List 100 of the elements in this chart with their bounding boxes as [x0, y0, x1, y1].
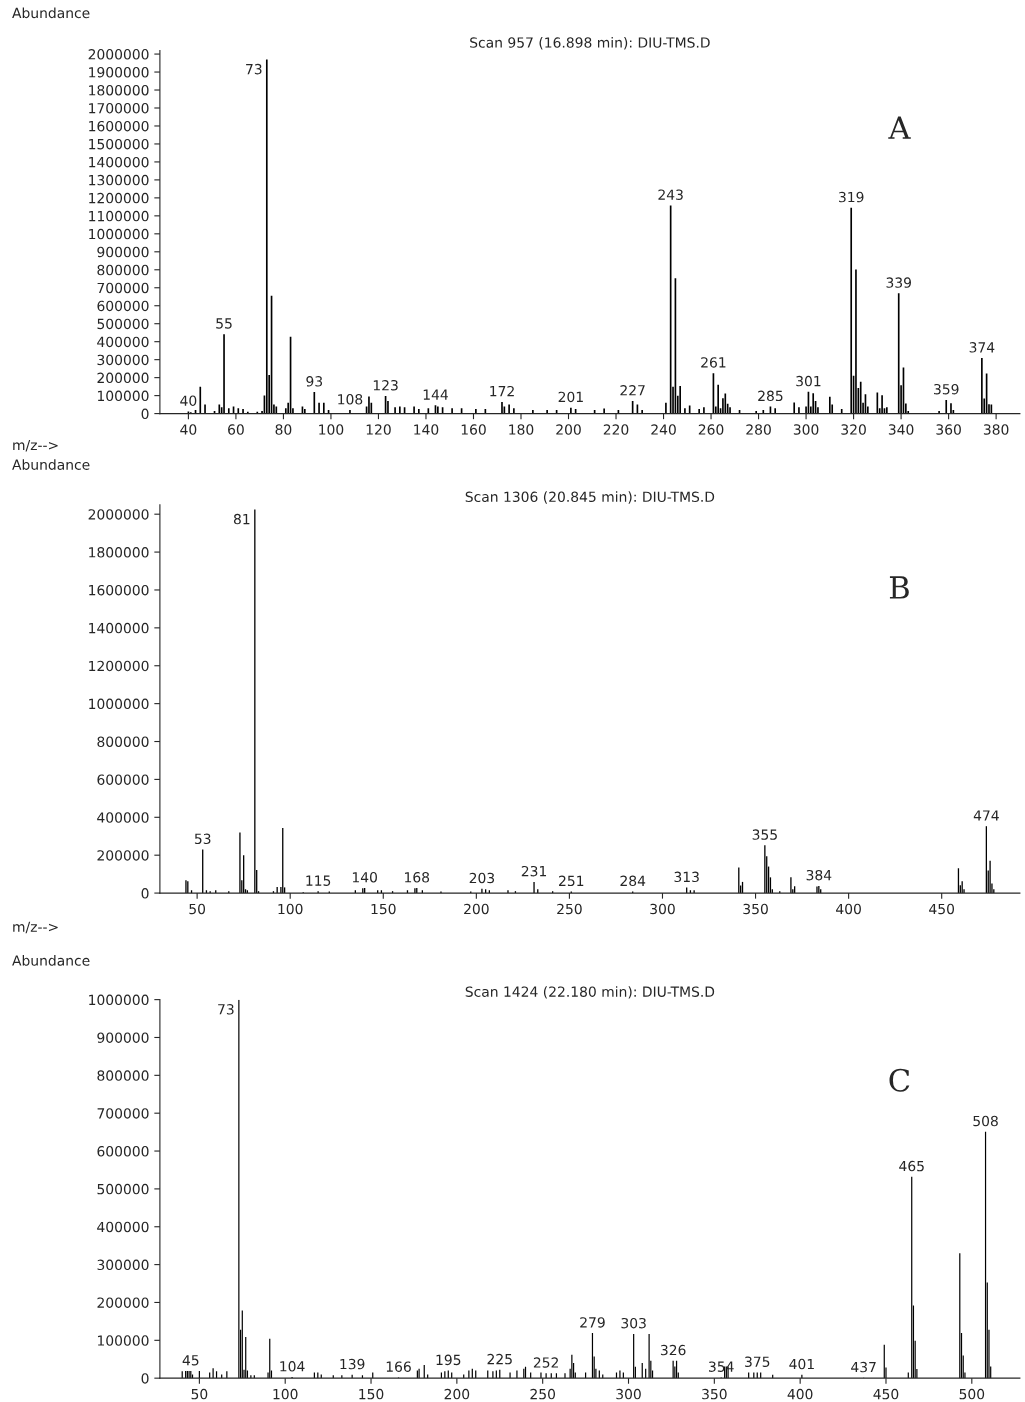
- x-tick-label: 300: [793, 424, 819, 435]
- y-axis-title: Abundance: [12, 459, 90, 470]
- y-tick-label: 1100000: [89, 210, 149, 222]
- y-tick-label: 0: [141, 888, 149, 899]
- y-tick-label: 600000: [97, 300, 149, 312]
- x-tick-label: 200: [556, 424, 581, 435]
- x-tick-label: 500: [959, 1388, 985, 1400]
- y-tick-label: 2000000: [88, 49, 149, 60]
- y-tick-label: 1000000: [89, 994, 149, 1006]
- y-tick-label: 1300000: [89, 174, 149, 186]
- annotation: 227: [620, 385, 645, 396]
- annotation: 251: [559, 875, 584, 887]
- annotation: 384: [806, 869, 832, 881]
- annotation: B: [889, 576, 909, 599]
- annotation: 93: [306, 376, 323, 387]
- annotation: 279: [580, 1317, 605, 1328]
- y-tick-label: 0: [141, 1373, 149, 1384]
- x-tick-label: 380: [983, 424, 1009, 435]
- y-axis-title: Abundance: [12, 955, 90, 966]
- annotation: 319: [839, 191, 864, 203]
- y-tick-label: 2000000: [88, 509, 149, 520]
- y-tick-label: 200000: [97, 372, 149, 384]
- x-tick-label: 150: [359, 1388, 384, 1400]
- y-tick-label: 1900000: [89, 67, 149, 78]
- annotation: 303: [621, 1317, 646, 1329]
- x-tick-label: 350: [743, 903, 768, 915]
- y-tick-label: 300000: [97, 354, 149, 366]
- y-tick-label: 500000: [97, 318, 149, 330]
- annotation: 359: [934, 383, 959, 395]
- x-tick-label: 450: [873, 1388, 899, 1400]
- x-tick-label: 450: [929, 903, 955, 915]
- annotation: 354: [709, 1361, 734, 1372]
- annotation: 339: [886, 277, 911, 288]
- annotation: 474: [973, 810, 999, 821]
- y-axis-title: Abundance: [12, 7, 90, 19]
- annotation: 326: [660, 1344, 686, 1356]
- annotation: 355: [752, 829, 777, 840]
- y-tick-label: 700000: [97, 1108, 149, 1119]
- annotation: 313: [674, 871, 699, 883]
- annotation: 261: [701, 357, 726, 368]
- annotation: 465: [899, 1160, 924, 1172]
- x-tick-label: 340: [888, 424, 914, 435]
- annotation: 508: [973, 1115, 998, 1127]
- annotation: 53: [194, 833, 211, 845]
- x-tick-label: 50: [191, 1388, 208, 1400]
- x-tick-label: 250: [530, 1388, 556, 1400]
- x-tick-label: 260: [698, 424, 724, 435]
- x-tick-label: 300: [616, 1388, 641, 1400]
- x-tick-label: 60: [228, 424, 244, 435]
- annotation: C: [889, 1068, 910, 1092]
- annotation: 284: [620, 875, 646, 887]
- annotation: 225: [487, 1353, 512, 1365]
- x-tick-label: 200: [444, 1388, 470, 1400]
- x-tick-label: 100: [278, 903, 303, 915]
- x-tick-label: 40: [180, 424, 197, 435]
- annotation: 73: [218, 1004, 234, 1015]
- y-tick-label: 400000: [97, 336, 149, 348]
- annotation: 374: [969, 342, 995, 353]
- annotation: 437: [851, 1361, 876, 1373]
- y-tick-label: 300000: [97, 1259, 149, 1271]
- chart-title: Scan 957 (16.898 min): DIU-TMS.D: [470, 37, 710, 50]
- y-tick-label: 1400000: [89, 156, 149, 168]
- y-tick-label: 1500000: [89, 138, 149, 150]
- x-tick-label: 100: [319, 424, 344, 435]
- x-tick-label: 160: [461, 424, 486, 435]
- annotation: 40: [180, 395, 197, 406]
- annotation: 55: [216, 318, 232, 329]
- x-tick-label: 80: [275, 424, 292, 435]
- y-tick-label: 700000: [97, 282, 149, 294]
- x-tick-label: 360: [936, 424, 961, 435]
- annotation: 375: [745, 1356, 770, 1368]
- y-tick-label: 100000: [97, 1335, 149, 1346]
- x-tick-label: 140: [414, 424, 439, 435]
- chart-title: Scan 1306 (20.845 min): DIU-TMS.D: [465, 491, 715, 504]
- annotation: 108: [338, 394, 363, 405]
- y-tick-label: 1400000: [89, 622, 149, 634]
- x-tick-label: 150: [371, 903, 396, 915]
- x-tick-label: 250: [557, 903, 582, 915]
- y-tick-label: 1000000: [89, 228, 149, 240]
- x-tick-label: 400: [787, 1388, 813, 1400]
- y-tick-label: 1000000: [89, 698, 149, 710]
- annotation: 123: [373, 380, 398, 391]
- y-tick-label: 0: [141, 408, 149, 420]
- x-tick-label: 180: [509, 424, 534, 435]
- annotation: 166: [386, 1361, 411, 1372]
- annotation: 203: [469, 872, 495, 884]
- annotation: 115: [306, 875, 331, 886]
- y-tick-label: 100000: [97, 390, 149, 402]
- x-tick-label: 300: [650, 903, 675, 915]
- y-tick-label: 1200000: [89, 192, 149, 204]
- y-tick-label: 800000: [97, 736, 149, 747]
- y-tick-label: 400000: [97, 812, 149, 823]
- x-tick-label: 50: [189, 903, 206, 915]
- x-tick-label: 100: [273, 1388, 298, 1400]
- annotation: 301: [796, 375, 821, 387]
- x-tick-label: 240: [651, 424, 676, 435]
- y-tick-label: 1800000: [89, 84, 149, 96]
- annotation: A: [888, 116, 911, 139]
- annotation: 81: [233, 513, 250, 525]
- x-axis-title: m/z-->: [13, 921, 58, 934]
